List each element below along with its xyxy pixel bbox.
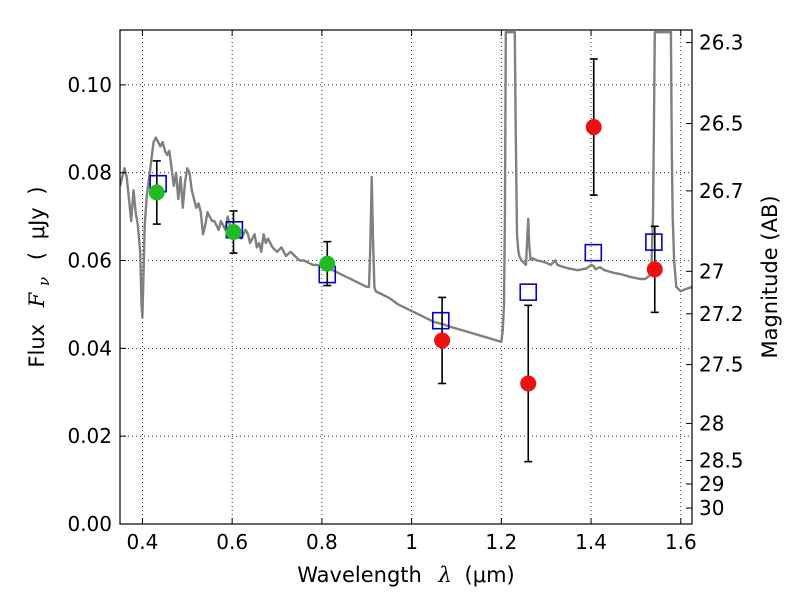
model-band-square [431,311,450,330]
model-band-square [645,233,663,251]
y-tick-label: 0.08 [67,161,112,185]
y-tick-label: 0.10 [67,73,112,97]
y2-tick-label: 26.3 [699,31,744,55]
measured-flux-point [148,184,165,201]
y2-tick-label: 26.7 [699,179,744,203]
y-axis-label-unit: μJy [25,207,49,239]
y2-tick-label: 27.5 [699,353,744,377]
model-spectrum-line [120,31,692,343]
x-axis-label-symbol: λ [438,563,452,587]
x-tick-label: 1.6 [665,530,697,554]
y-axis-label-symbol: F [25,291,49,308]
x-tick-label: 0.4 [127,530,159,554]
measured-flux-point [520,375,537,392]
y-axis-label: Flux F ν ( μJy ) [25,186,54,367]
y2-tick-label: 28.5 [699,449,744,473]
y-tick-label: 0.00 [67,512,112,536]
y-axis-label-paren-open: ( [25,252,49,260]
measured-flux-point [434,332,451,349]
plot-frame [119,29,693,525]
measured-flux-point [646,261,663,278]
y-axis-label-text: Flux [25,324,49,368]
measured-flux-point [225,223,242,240]
axis-ticks: 0.4 0.6 0.8 1 1.2 1.4 1.6 0.00 0.02 0.04 0.06 0.08 0… [67,30,744,554]
measured-flux-point [585,119,602,136]
model-band-square [584,243,603,262]
measured-flux-point [319,255,336,272]
x-tick-label: 1.4 [575,530,607,554]
x-axis-label-text: Wavelength [297,563,422,587]
y-tick-label: 0.02 [67,424,112,448]
x-tick-label: 0.6 [216,530,248,554]
x-tick-label: 1 [405,530,418,554]
grid-lines [120,30,692,525]
y2-tick-label: 30 [699,496,724,520]
x-axis-label: Wavelength λ (μm) [297,563,514,587]
y2-tick-label: 27 [699,259,724,283]
y-axis-label-paren-close: ) [25,186,49,194]
x-tick-label: 0.8 [306,530,338,554]
x-axis-label-unit: (μm) [465,563,515,587]
y2-tick-label: 27.2 [699,302,744,326]
y2-tick-label: 29 [699,472,724,496]
model-band-square [519,283,538,301]
plot-data [120,31,692,463]
x-tick-label: 1.2 [485,530,517,554]
y-axis-label-subscript: ν [35,277,53,286]
y2-tick-label: 28 [699,411,724,435]
y-tick-label: 0.06 [67,249,112,273]
y2-axis-label: Magnitude (AB) [758,195,782,358]
y2-tick-label: 26.5 [699,112,744,136]
y-tick-label: 0.04 [67,336,112,360]
